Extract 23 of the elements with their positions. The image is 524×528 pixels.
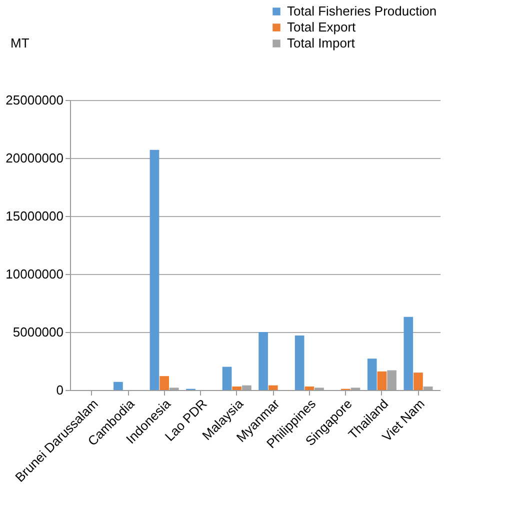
bar bbox=[377, 371, 387, 390]
y-tick-label: 0 bbox=[56, 382, 64, 398]
bar bbox=[160, 376, 169, 390]
bar bbox=[414, 372, 423, 390]
bar bbox=[150, 150, 160, 390]
legend-label: Total Fisheries Production bbox=[287, 4, 437, 18]
legend-label: Total Import bbox=[287, 36, 356, 50]
y-tick-label: 15000000 bbox=[6, 208, 64, 224]
y-axis-title: MT bbox=[10, 36, 30, 50]
bar bbox=[294, 335, 304, 390]
bar bbox=[232, 386, 242, 390]
y-tick-label: 25000000 bbox=[6, 92, 64, 108]
y-tick-label: 10000000 bbox=[6, 266, 64, 282]
legend-label: Total Export bbox=[287, 20, 356, 34]
bar bbox=[404, 316, 414, 390]
y-tick-label: 5000000 bbox=[12, 324, 64, 340]
bar bbox=[258, 332, 268, 390]
y-tick-label: 20000000 bbox=[6, 150, 64, 166]
bar bbox=[304, 386, 314, 390]
bar bbox=[114, 382, 123, 390]
bar bbox=[367, 358, 377, 390]
bar bbox=[222, 366, 232, 390]
bar bbox=[268, 385, 278, 390]
